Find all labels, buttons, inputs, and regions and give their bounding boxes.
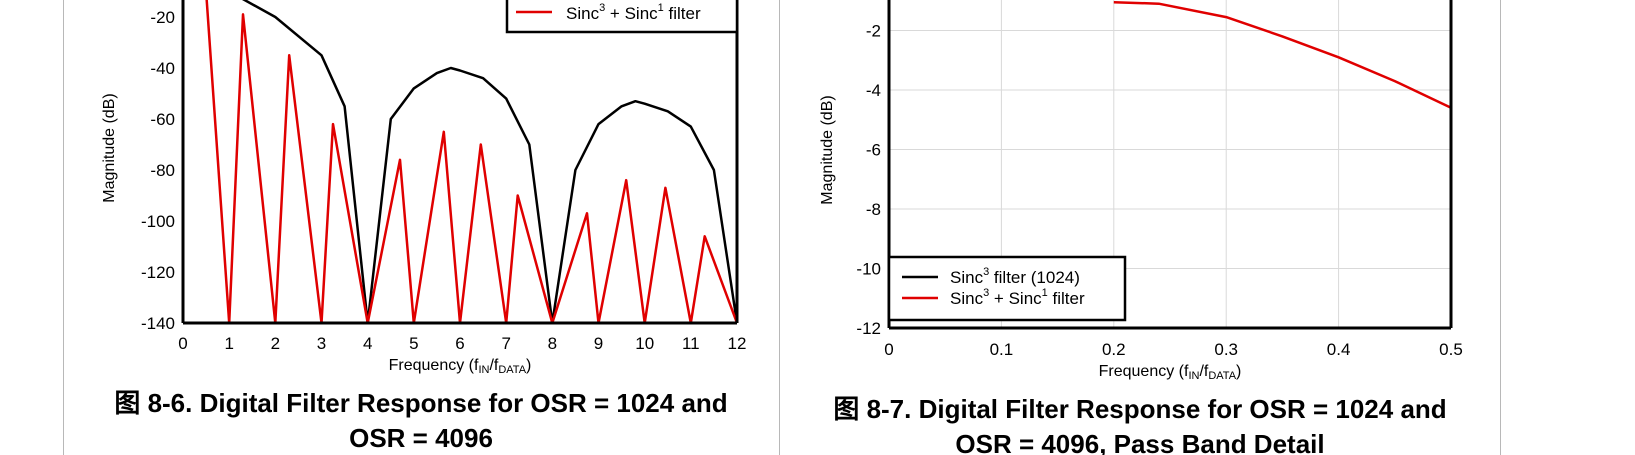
chart2-x-tick-label: 0.3: [1214, 340, 1238, 359]
chart2-x-tick-label: 0.1: [990, 340, 1014, 359]
chart1-x-tick-label: 2: [271, 334, 280, 353]
chart2-x-tick-label: 0.4: [1327, 340, 1351, 359]
chart1-x-tick-label: 0: [178, 334, 187, 353]
chart2-x-tick-labels: 0 0.1 0.2 0.3 0.4 0.5: [884, 340, 1463, 359]
chart2-legend: Sinc3 filter (1024) Sinc3 + Sinc1 filter: [887, 255, 1127, 322]
chart1-legend: Sinc3 + Sinc1 filter: [505, 0, 739, 34]
chart1-x-axis-label: Frequency (fIN/fDATA): [389, 357, 532, 376]
chart1-x-tick-label: 11: [682, 334, 700, 353]
chart2-y-tick-label: -10: [856, 260, 881, 279]
chart1-x-tick-label: 7: [501, 334, 510, 353]
chart2-x-tick-label: 0: [884, 340, 893, 359]
chart1-x-tick-label: 9: [594, 334, 603, 353]
chart1-x-tick-label: 12: [728, 334, 747, 353]
panel-divider: [779, 0, 780, 455]
chart1-x-tick-label: 5: [409, 334, 418, 353]
chart2-x-tick-label: 0.2: [1102, 340, 1126, 359]
left-panel-border: [63, 0, 64, 455]
chart2-y-tick-label: -12: [856, 319, 881, 338]
chart1-x-tick-label: 4: [363, 334, 372, 353]
right-panel-border: [1500, 0, 1501, 455]
chart1-y-tick-label: -120: [141, 263, 175, 282]
chart1-y-tick-labels: -20 -40 -60 -80 -100 -120 -140: [141, 8, 175, 333]
chart1-legend-label-sinc3-sinc1: Sinc3 + Sinc1 filter: [566, 2, 701, 23]
chart1-series-layer: [205, 0, 739, 325]
chart2-legend-box: [887, 255, 1127, 322]
chart1-caption-line2: OSR = 4096: [349, 423, 493, 453]
chart1-x-tick-label: 1: [224, 334, 233, 353]
chart1-series-line-2: [205, 0, 739, 325]
chart2-legend-label-sinc3-sinc1: Sinc3 + Sinc1 filter: [950, 287, 1085, 308]
chart1-legend-box: [505, 0, 739, 34]
chart2-x-tick-label: 0.5: [1439, 340, 1463, 359]
chart2-y-tick-label: -4: [866, 81, 881, 100]
chart1-x-tick-labels: 0 1 2 3 4 5 6 7 8 9 10 11 12: [178, 334, 746, 353]
chart2-series-layer: [1113, 0, 1452, 109]
chart1-y-tick-label: -100: [141, 212, 175, 231]
chart1-y-tick-label: -60: [150, 110, 175, 129]
chart2-x-axis-label: Frequency (fIN/fDATA): [1099, 363, 1242, 382]
chart2-y-tick-label: -8: [866, 200, 881, 219]
chart2-y-tick-labels: -2 -4 -6 -8 -10 -12: [856, 22, 881, 339]
chart2-y-tick-label: -2: [866, 22, 881, 41]
chart-filter-response: -20-40-60-80-100-120-140 0 1 2 3 4 5 6 7 8 9 10 11 1…: [101, 0, 746, 453]
chart1-y-tick-label: -80: [150, 161, 175, 180]
chart1-caption: 图 8-6. Digital Filter Response for OSR =…: [114, 388, 727, 418]
chart1-x-tick-label: 6: [455, 334, 464, 353]
chart1-x-tick-label: 10: [635, 334, 654, 353]
chart1-series-line-1: [241, 0, 739, 325]
chart2-caption-line2: OSR = 4096, Pass Band Detail: [955, 429, 1324, 455]
chart1-x-tick-label: 8: [548, 334, 557, 353]
chart2-legend-label-sinc3: Sinc3 filter (1024): [950, 266, 1080, 287]
chart2-caption: 图 8-7. Digital Filter Response for OSR =…: [833, 394, 1446, 424]
chart-pass-band-detail: -2 -4 -6 -8 -10 -12 0 0.1 0.2 0.3 0.4 0.5 Magnitud…: [819, 0, 1463, 455]
chart1-y-tick-label: -140: [141, 314, 175, 333]
chart1-y-axis-label: Magnitude (dB): [101, 93, 118, 202]
chart1-y-tick-label: -40: [150, 59, 175, 78]
chart1-x-tick-label: 3: [317, 334, 326, 353]
chart1-y-tick-label: -20: [150, 8, 175, 27]
chart2-y-tick-label: -6: [866, 141, 881, 160]
chart2-y-axis-label: Magnitude (dB): [819, 95, 836, 204]
chart2-series-line-2: [1113, 0, 1452, 109]
